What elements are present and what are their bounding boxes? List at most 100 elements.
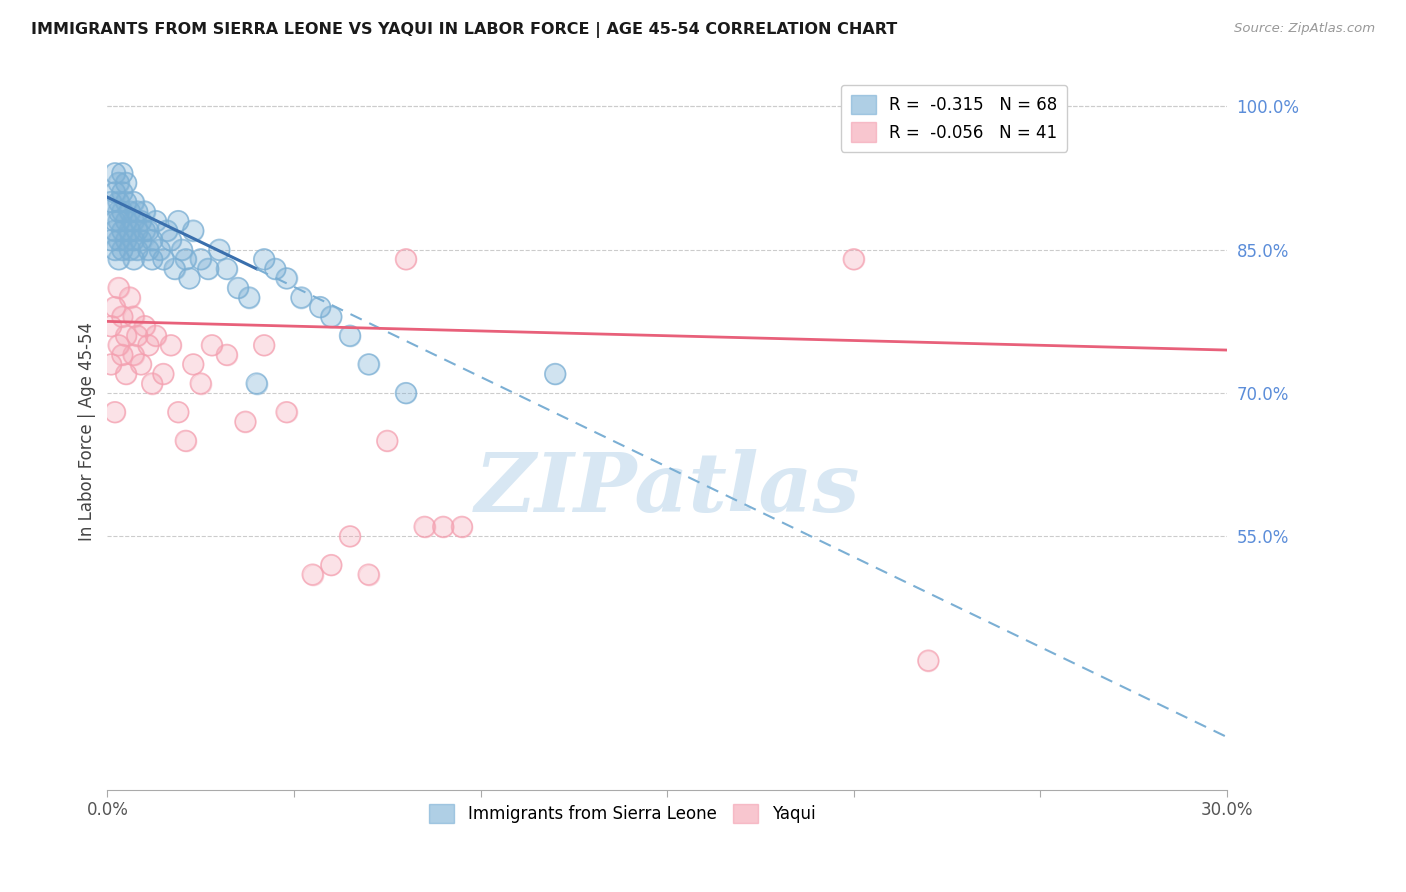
Point xyxy=(118,204,141,219)
Point xyxy=(127,243,149,257)
Point xyxy=(413,520,436,534)
Point xyxy=(163,261,186,276)
Point xyxy=(170,243,193,257)
Point xyxy=(238,291,260,305)
Point xyxy=(145,214,167,228)
Point xyxy=(451,520,474,534)
Point xyxy=(235,415,257,429)
Point xyxy=(122,194,145,209)
Point xyxy=(181,358,204,372)
Point xyxy=(122,348,145,362)
Point xyxy=(127,224,149,238)
Text: IMMIGRANTS FROM SIERRA LEONE VS YAQUI IN LABOR FORCE | AGE 45-54 CORRELATION CHA: IMMIGRANTS FROM SIERRA LEONE VS YAQUI IN… xyxy=(31,22,897,38)
Point xyxy=(226,281,249,295)
Point xyxy=(100,319,122,334)
Point xyxy=(159,338,181,352)
Point xyxy=(145,328,167,343)
Point xyxy=(115,233,138,247)
Point xyxy=(107,176,129,190)
Point xyxy=(100,358,122,372)
Point xyxy=(104,300,127,314)
Point xyxy=(111,204,134,219)
Point xyxy=(181,224,204,238)
Point xyxy=(145,214,167,228)
Point xyxy=(215,261,238,276)
Point xyxy=(152,367,174,381)
Point xyxy=(115,176,138,190)
Point xyxy=(134,224,156,238)
Point xyxy=(432,520,454,534)
Point xyxy=(111,166,134,180)
Point xyxy=(141,252,163,267)
Point xyxy=(167,214,190,228)
Point xyxy=(127,328,149,343)
Point xyxy=(118,243,141,257)
Point xyxy=(122,310,145,324)
Point xyxy=(127,328,149,343)
Point xyxy=(104,405,127,419)
Point xyxy=(321,558,343,572)
Point xyxy=(134,319,156,334)
Point xyxy=(138,243,160,257)
Point xyxy=(309,300,332,314)
Point xyxy=(339,529,361,543)
Point xyxy=(375,434,398,448)
Point xyxy=(107,281,129,295)
Point xyxy=(174,434,197,448)
Point xyxy=(104,166,127,180)
Point xyxy=(104,243,127,257)
Point xyxy=(215,261,238,276)
Point xyxy=(215,348,238,362)
Point xyxy=(129,233,152,247)
Point xyxy=(301,567,323,582)
Point xyxy=(107,233,129,247)
Point xyxy=(118,224,141,238)
Point xyxy=(129,214,152,228)
Point xyxy=(104,186,127,200)
Point xyxy=(174,252,197,267)
Point xyxy=(115,214,138,228)
Point xyxy=(104,243,127,257)
Point xyxy=(159,233,181,247)
Point xyxy=(100,233,122,247)
Point xyxy=(115,328,138,343)
Point xyxy=(179,271,201,285)
Point xyxy=(115,176,138,190)
Point xyxy=(134,204,156,219)
Point xyxy=(156,224,179,238)
Point xyxy=(190,252,212,267)
Point xyxy=(544,367,567,381)
Point xyxy=(163,261,186,276)
Point xyxy=(104,214,127,228)
Point xyxy=(111,186,134,200)
Point xyxy=(141,233,163,247)
Point xyxy=(122,252,145,267)
Point xyxy=(208,243,231,257)
Point xyxy=(138,243,160,257)
Point xyxy=(100,233,122,247)
Point xyxy=(118,224,141,238)
Point xyxy=(167,214,190,228)
Point xyxy=(115,194,138,209)
Point xyxy=(127,204,149,219)
Text: ZIPatlas: ZIPatlas xyxy=(474,449,860,529)
Point xyxy=(107,194,129,209)
Point xyxy=(127,243,149,257)
Point xyxy=(159,338,181,352)
Point xyxy=(253,338,276,352)
Point xyxy=(104,214,127,228)
Point xyxy=(152,367,174,381)
Point xyxy=(253,338,276,352)
Point xyxy=(201,338,224,352)
Point xyxy=(107,176,129,190)
Point xyxy=(181,358,204,372)
Point xyxy=(100,194,122,209)
Point xyxy=(111,348,134,362)
Point xyxy=(111,224,134,238)
Point xyxy=(111,243,134,257)
Text: Source: ZipAtlas.com: Source: ZipAtlas.com xyxy=(1234,22,1375,36)
Point xyxy=(107,252,129,267)
Point xyxy=(115,367,138,381)
Point xyxy=(100,358,122,372)
Point xyxy=(276,271,298,285)
